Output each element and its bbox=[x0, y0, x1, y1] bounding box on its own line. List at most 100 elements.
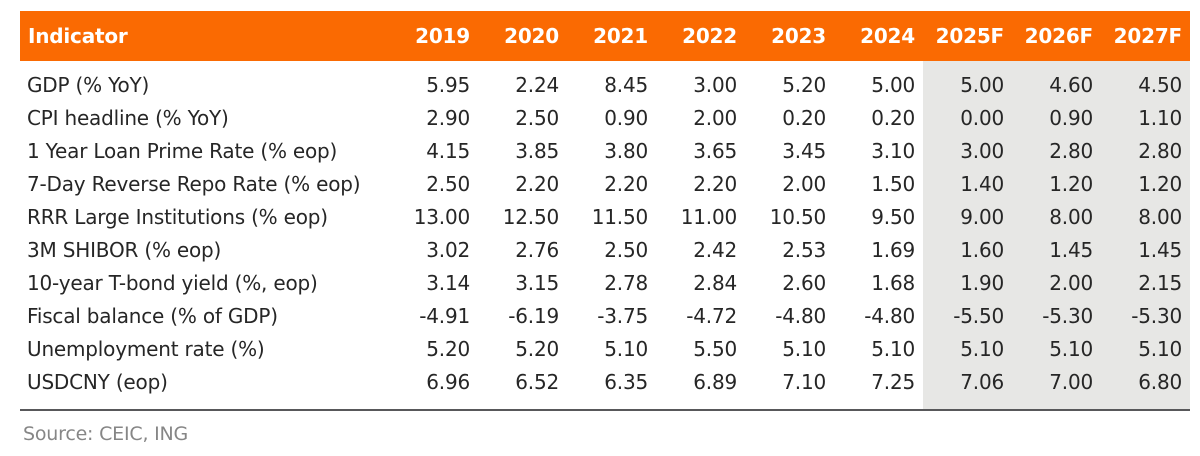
column-header-2019: 2019 bbox=[389, 11, 478, 61]
value-cell: 0.00 bbox=[923, 102, 1012, 135]
value-cell: 0.20 bbox=[871, 106, 915, 130]
value-cell: 7.06 bbox=[923, 366, 1012, 409]
column-header-2022: 2022 bbox=[656, 11, 745, 61]
value-cell: 1.60 bbox=[923, 234, 1012, 267]
value-cell: 1.45 bbox=[1012, 234, 1101, 267]
value-cell: 5.10 bbox=[782, 337, 826, 361]
indicators-table: Indicator 2019 2020 2021 2022 2023 2024 2025F 20… bbox=[20, 11, 1190, 409]
row-indicator-label: CPI headline (% YoY) bbox=[27, 106, 229, 130]
value-cell: 6.96 bbox=[426, 370, 470, 394]
value-cell: 3.00 bbox=[923, 135, 1012, 168]
value-cell: 2.15 bbox=[1101, 267, 1190, 300]
table-row: RRR Large Institutions (% eop) 13.00 12.50… bbox=[20, 201, 1190, 234]
row-indicator-label: 1 Year Loan Prime Rate (% eop) bbox=[27, 139, 338, 163]
value-cell: 3.10 bbox=[871, 139, 915, 163]
value-cell: 5.20 bbox=[426, 337, 470, 361]
value-cell: 5.10 bbox=[923, 333, 1012, 366]
value-cell: -3.75 bbox=[597, 304, 648, 328]
value-cell: 3.14 bbox=[426, 271, 470, 295]
table-row: USDCNY (eop) 6.96 6.52 6.35 6.89 7.10 7.25 7.06… bbox=[20, 366, 1190, 409]
header-row: Indicator 2019 2020 2021 2022 2023 2024 2025F 20… bbox=[20, 11, 1190, 61]
column-header-2027f: 2027F bbox=[1101, 11, 1190, 61]
column-header-2026f: 2026F bbox=[1012, 11, 1101, 61]
value-cell: 11.00 bbox=[680, 205, 737, 229]
divider-line bbox=[20, 409, 1190, 411]
table-row: Unemployment rate (%) 5.20 5.20 5.10 5.50 5.1… bbox=[20, 333, 1190, 366]
value-cell: 2.00 bbox=[782, 172, 826, 196]
value-cell: 2.20 bbox=[604, 172, 648, 196]
column-header-2020: 2020 bbox=[478, 11, 567, 61]
value-cell: 2.00 bbox=[693, 106, 737, 130]
value-cell: 2.53 bbox=[782, 238, 826, 262]
value-cell: 2.50 bbox=[426, 172, 470, 196]
value-cell: 0.90 bbox=[604, 106, 648, 130]
value-cell: 5.10 bbox=[604, 337, 648, 361]
value-cell: 13.00 bbox=[413, 205, 470, 229]
value-cell: 1.10 bbox=[1101, 102, 1190, 135]
value-cell: 8.00 bbox=[1012, 201, 1101, 234]
value-cell: 2.76 bbox=[515, 238, 559, 262]
column-header-2021: 2021 bbox=[567, 11, 656, 61]
table-row: 10-year T-bond yield (%, eop) 3.14 3.15 2.7… bbox=[20, 267, 1190, 300]
value-cell: 10.50 bbox=[769, 205, 826, 229]
value-cell: 0.20 bbox=[782, 106, 826, 130]
value-cell: 1.90 bbox=[923, 267, 1012, 300]
value-cell: 1.20 bbox=[1101, 168, 1190, 201]
row-indicator-label: GDP (% YoY) bbox=[27, 73, 150, 97]
value-cell: 5.00 bbox=[871, 73, 915, 97]
table-row: 3M SHIBOR (% eop) 3.02 2.76 2.50 2.42 2.53 1.6… bbox=[20, 234, 1190, 267]
value-cell: 3.15 bbox=[515, 271, 559, 295]
value-cell: 1.40 bbox=[923, 168, 1012, 201]
value-cell: 7.00 bbox=[1012, 366, 1101, 409]
value-cell: 2.80 bbox=[1012, 135, 1101, 168]
value-cell: -4.80 bbox=[775, 304, 826, 328]
value-cell: 3.00 bbox=[693, 73, 737, 97]
column-header-indicator: Indicator bbox=[20, 11, 389, 61]
row-indicator-label: 7-Day Reverse Repo Rate (% eop) bbox=[27, 172, 361, 196]
value-cell: 5.10 bbox=[871, 337, 915, 361]
row-indicator-label: USDCNY (eop) bbox=[27, 370, 168, 394]
value-cell: 3.65 bbox=[693, 139, 737, 163]
column-header-2025f: 2025F bbox=[923, 11, 1012, 61]
value-cell: 3.85 bbox=[515, 139, 559, 163]
value-cell: 3.02 bbox=[426, 238, 470, 262]
value-cell: 5.20 bbox=[782, 73, 826, 97]
value-cell: 2.00 bbox=[1012, 267, 1101, 300]
value-cell: 1.68 bbox=[871, 271, 915, 295]
value-cell: 3.45 bbox=[782, 139, 826, 163]
column-header-2023: 2023 bbox=[745, 11, 834, 61]
value-cell: 5.10 bbox=[1101, 333, 1190, 366]
column-header-2024: 2024 bbox=[834, 11, 923, 61]
value-cell: 2.24 bbox=[515, 73, 559, 97]
value-cell: 6.80 bbox=[1101, 366, 1190, 409]
value-cell: 9.50 bbox=[871, 205, 915, 229]
value-cell: 5.00 bbox=[923, 61, 1012, 102]
value-cell: 6.89 bbox=[693, 370, 737, 394]
value-cell: 2.20 bbox=[693, 172, 737, 196]
table-row: Fiscal balance (% of GDP) -4.91 -6.19 -3.75… bbox=[20, 300, 1190, 333]
value-cell: 7.25 bbox=[871, 370, 915, 394]
row-indicator-label: RRR Large Institutions (% eop) bbox=[27, 205, 328, 229]
value-cell: 9.00 bbox=[923, 201, 1012, 234]
value-cell: -4.80 bbox=[864, 304, 915, 328]
value-cell: 1.20 bbox=[1012, 168, 1101, 201]
row-indicator-label: 3M SHIBOR (% eop) bbox=[27, 238, 222, 262]
value-cell: 2.50 bbox=[515, 106, 559, 130]
value-cell: 4.50 bbox=[1101, 61, 1190, 102]
value-cell: 6.52 bbox=[515, 370, 559, 394]
value-cell: 2.20 bbox=[515, 172, 559, 196]
value-cell: 2.60 bbox=[782, 271, 826, 295]
value-cell: 1.69 bbox=[871, 238, 915, 262]
value-cell: 5.95 bbox=[426, 73, 470, 97]
value-cell: -6.19 bbox=[508, 304, 559, 328]
value-cell: -4.72 bbox=[686, 304, 737, 328]
value-cell: -4.91 bbox=[419, 304, 470, 328]
value-cell: 8.00 bbox=[1101, 201, 1190, 234]
value-cell: 7.10 bbox=[782, 370, 826, 394]
value-cell: 5.50 bbox=[693, 337, 737, 361]
value-cell: 2.90 bbox=[426, 106, 470, 130]
value-cell: 5.10 bbox=[1012, 333, 1101, 366]
value-cell: -5.30 bbox=[1012, 300, 1101, 333]
table-row: GDP (% YoY) 5.95 2.24 8.45 3.00 5.20 5.00 5.00 4… bbox=[20, 61, 1190, 102]
